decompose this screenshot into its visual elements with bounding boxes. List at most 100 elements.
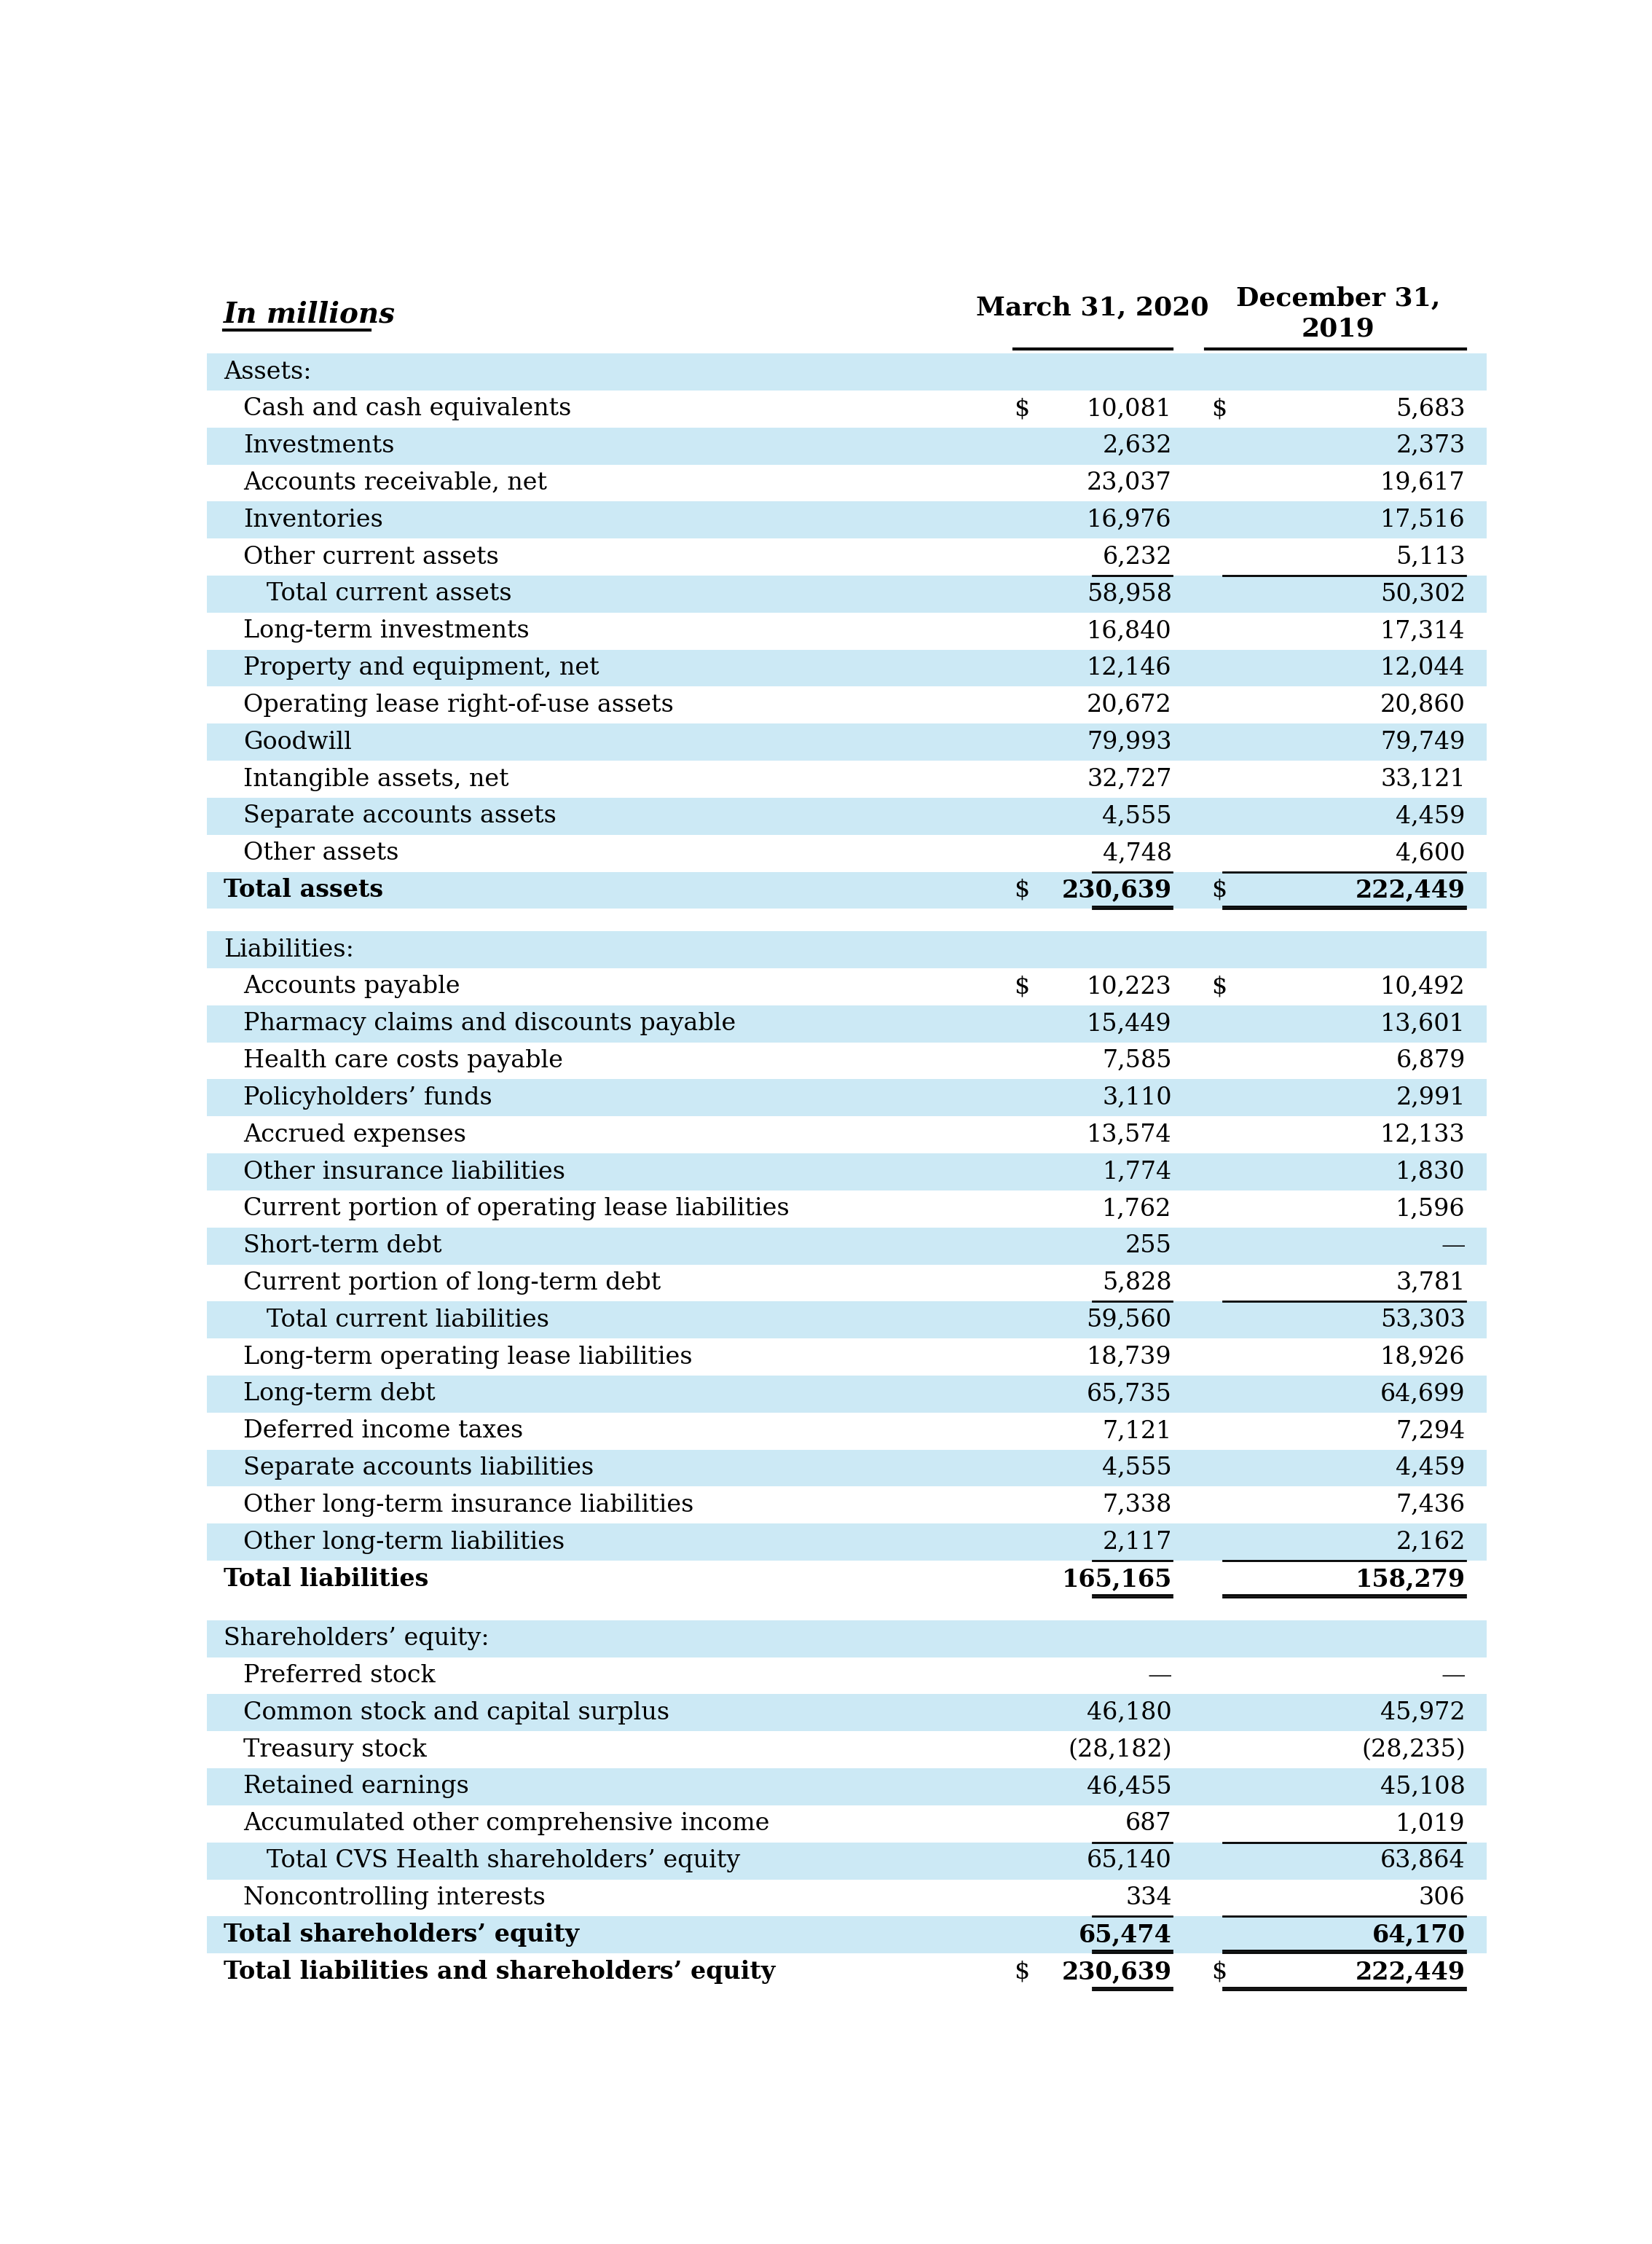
Text: 2,373: 2,373	[1396, 435, 1465, 458]
Text: 4,459: 4,459	[1396, 1456, 1465, 1479]
Text: 334: 334	[1125, 1887, 1171, 1910]
Text: 7,436: 7,436	[1396, 1495, 1465, 1517]
Text: Inventories: Inventories	[243, 509, 383, 532]
Text: 59,560: 59,560	[1087, 1308, 1171, 1331]
Text: —: —	[1441, 1665, 1465, 1687]
Text: 53,303: 53,303	[1379, 1308, 1465, 1331]
Text: 222,449: 222,449	[1355, 877, 1465, 902]
Bar	[206, 1598, 1487, 1620]
Text: Policyholders’ funds: Policyholders’ funds	[243, 1086, 492, 1109]
Bar	[206, 1005, 1487, 1041]
Text: 4,748: 4,748	[1102, 842, 1171, 864]
Bar	[206, 1079, 1487, 1115]
Text: Separate accounts assets: Separate accounts assets	[243, 806, 557, 828]
Text: 10,223: 10,223	[1087, 976, 1171, 999]
Bar	[206, 390, 1487, 426]
Bar	[206, 1263, 1487, 1302]
Text: 32,727: 32,727	[1087, 767, 1171, 790]
Text: 20,672: 20,672	[1087, 693, 1171, 716]
Text: 1,774: 1,774	[1102, 1160, 1171, 1183]
Text: $: $	[1211, 880, 1227, 902]
Bar	[206, 1694, 1487, 1732]
Text: 4,459: 4,459	[1396, 806, 1465, 828]
Text: Pharmacy claims and discounts payable: Pharmacy claims and discounts payable	[243, 1012, 735, 1034]
Bar	[206, 1804, 1487, 1842]
Bar	[206, 1450, 1487, 1486]
Bar	[206, 797, 1487, 835]
Text: Other long-term liabilities: Other long-term liabilities	[243, 1530, 565, 1553]
Text: 12,146: 12,146	[1087, 657, 1171, 680]
Text: 2,117: 2,117	[1102, 1530, 1171, 1553]
Text: Shareholders’ equity:: Shareholders’ equity:	[223, 1627, 489, 1649]
Bar	[206, 1768, 1487, 1804]
Text: 7,338: 7,338	[1102, 1495, 1171, 1517]
Bar	[206, 1376, 1487, 1414]
Text: Current portion of operating lease liabilities: Current portion of operating lease liabi…	[243, 1198, 790, 1221]
Text: 19,617: 19,617	[1381, 471, 1465, 494]
Text: Investments: Investments	[243, 435, 395, 458]
Text: In millions: In millions	[223, 301, 395, 328]
Text: 2,162: 2,162	[1396, 1530, 1465, 1553]
Text: Common stock and capital surplus: Common stock and capital surplus	[243, 1701, 669, 1723]
Text: 255: 255	[1125, 1234, 1171, 1257]
Text: 306: 306	[1419, 1887, 1465, 1910]
Text: 158,279: 158,279	[1355, 1566, 1465, 1591]
Text: $: $	[1014, 397, 1029, 420]
Bar	[206, 1916, 1487, 1952]
Text: 3,781: 3,781	[1396, 1272, 1465, 1295]
Text: Cash and cash equivalents: Cash and cash equivalents	[243, 397, 572, 420]
Text: 2,632: 2,632	[1102, 435, 1171, 458]
Text: —: —	[1148, 1665, 1171, 1687]
Text: $: $	[1211, 397, 1227, 420]
Text: Long-term operating lease liabilities: Long-term operating lease liabilities	[243, 1346, 692, 1369]
Bar	[206, 1227, 1487, 1263]
Text: 65,735: 65,735	[1087, 1382, 1171, 1405]
Text: $: $	[1211, 976, 1227, 999]
Bar	[206, 1524, 1487, 1560]
Text: Short-term debt: Short-term debt	[243, 1234, 441, 1257]
Text: 230,639: 230,639	[1062, 877, 1171, 902]
Text: 1,596: 1,596	[1396, 1198, 1465, 1221]
Text: 45,108: 45,108	[1379, 1775, 1465, 1797]
Bar	[206, 1153, 1487, 1189]
Text: 7,294: 7,294	[1396, 1420, 1465, 1443]
Text: 65,140: 65,140	[1087, 1849, 1171, 1871]
Text: 1,830: 1,830	[1396, 1160, 1465, 1183]
Text: 4,600: 4,600	[1396, 842, 1465, 864]
Text: 6,232: 6,232	[1102, 545, 1171, 568]
Text: March 31, 2020: March 31, 2020	[976, 296, 1209, 321]
Text: Current portion of long-term debt: Current portion of long-term debt	[243, 1272, 661, 1295]
Text: 23,037: 23,037	[1087, 471, 1171, 494]
Text: (28,182): (28,182)	[1067, 1739, 1171, 1762]
Bar	[206, 465, 1487, 500]
Bar	[206, 1414, 1487, 1450]
Text: 230,639: 230,639	[1062, 1959, 1171, 1984]
Bar	[206, 539, 1487, 574]
Text: Total liabilities and shareholders’ equity: Total liabilities and shareholders’ equi…	[223, 1959, 775, 1984]
Bar	[206, 352, 1487, 390]
Text: Deferred income taxes: Deferred income taxes	[243, 1420, 524, 1443]
Bar	[206, 1302, 1487, 1337]
Text: 10,492: 10,492	[1381, 976, 1465, 999]
Text: 63,864: 63,864	[1381, 1849, 1465, 1871]
Text: Other insurance liabilities: Other insurance liabilities	[243, 1160, 565, 1183]
Text: 3,110: 3,110	[1102, 1086, 1171, 1109]
Text: December 31,
2019: December 31, 2019	[1236, 285, 1441, 341]
Text: Total assets: Total assets	[223, 877, 383, 902]
Bar	[206, 1560, 1487, 1598]
Text: Liabilities:: Liabilities:	[223, 938, 354, 960]
Bar	[206, 649, 1487, 687]
Bar	[206, 1842, 1487, 1878]
Text: 18,926: 18,926	[1381, 1346, 1465, 1369]
Bar	[206, 500, 1487, 539]
Text: 18,739: 18,739	[1087, 1346, 1171, 1369]
Text: 7,585: 7,585	[1102, 1050, 1171, 1073]
Text: 13,601: 13,601	[1379, 1012, 1465, 1034]
Text: Accrued expenses: Accrued expenses	[243, 1124, 466, 1147]
Bar	[206, 967, 1487, 1005]
Text: 4,555: 4,555	[1102, 806, 1171, 828]
Text: Goodwill: Goodwill	[243, 732, 352, 754]
Text: $: $	[1014, 880, 1029, 902]
Text: Treasury stock: Treasury stock	[243, 1739, 426, 1762]
Text: Health care costs payable: Health care costs payable	[243, 1050, 563, 1073]
